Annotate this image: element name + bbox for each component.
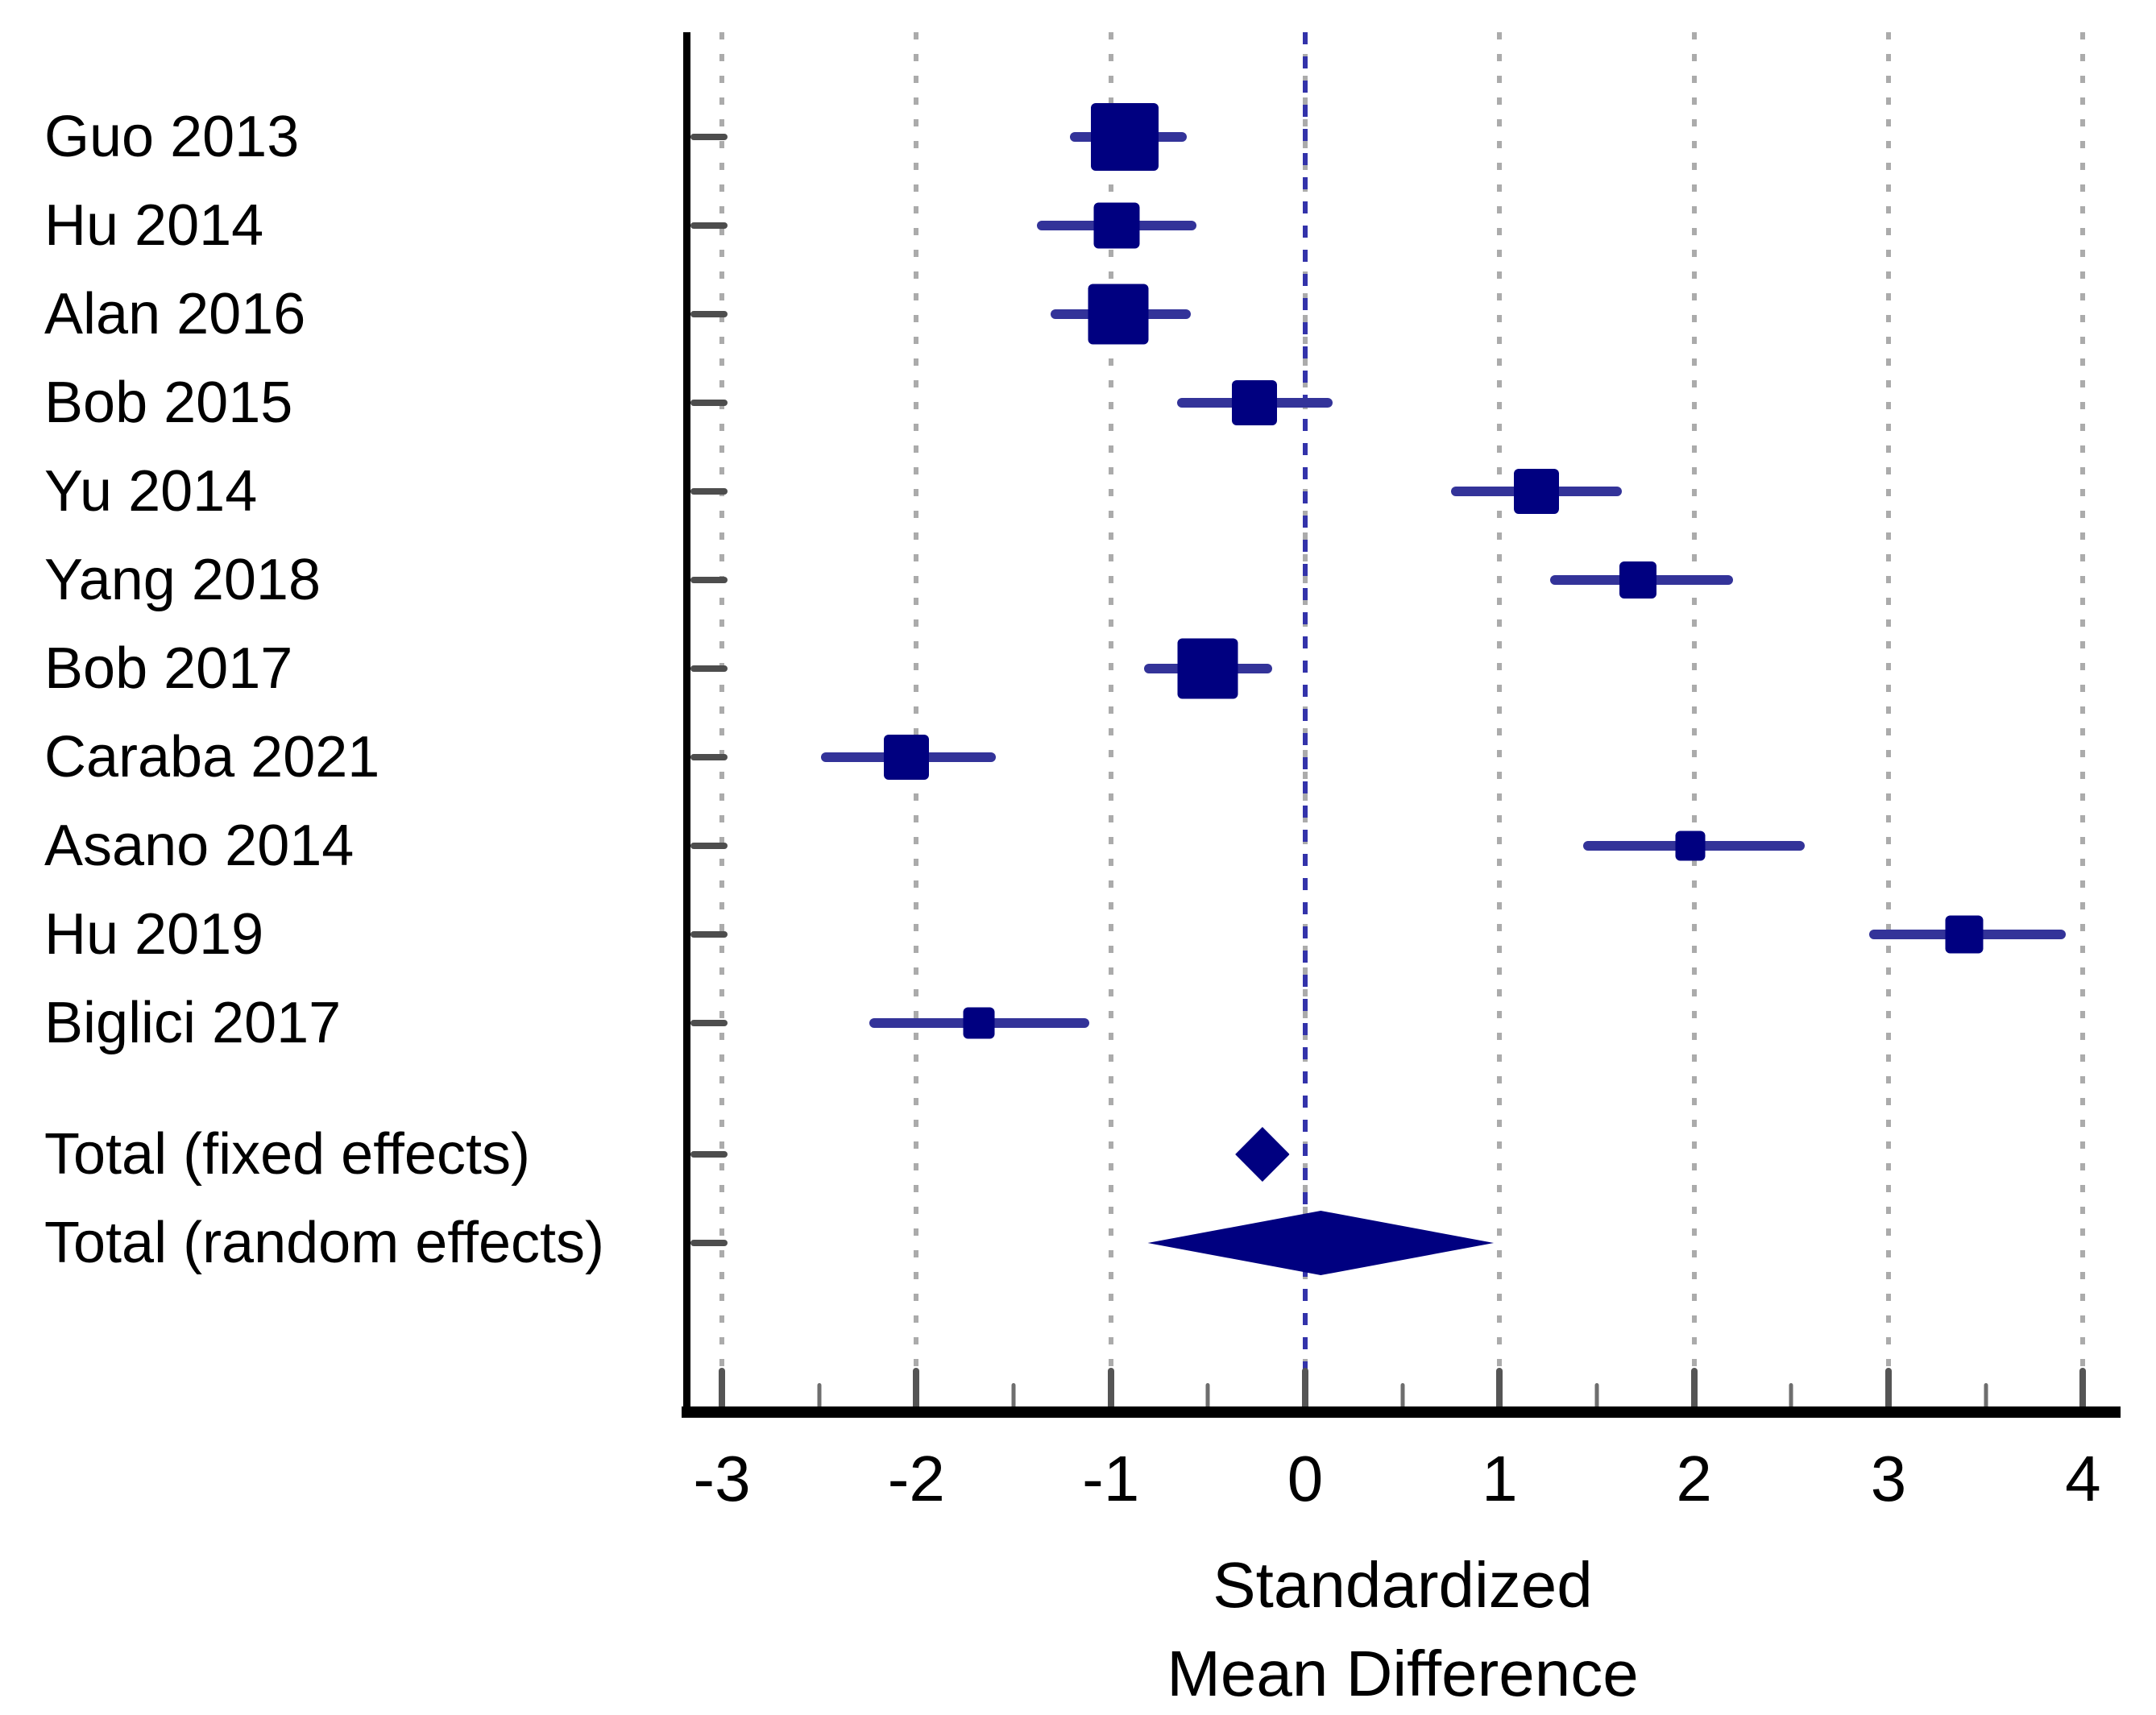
x-tick-label: 1 — [1482, 1443, 1518, 1514]
effect-square — [1088, 284, 1149, 345]
y-row-tick — [690, 931, 728, 938]
study-label: Yang 2018 — [44, 548, 321, 612]
y-axis-line — [683, 32, 690, 1415]
x-tick-label: 0 — [1287, 1443, 1324, 1514]
y-row-tick — [690, 577, 728, 583]
summary-diamond — [1235, 1127, 1290, 1182]
study-label: Total (random effects) — [44, 1211, 604, 1275]
x-major-tick — [719, 1368, 725, 1406]
study-label: Bob 2017 — [44, 636, 293, 701]
y-row-tick — [690, 1151, 728, 1158]
effect-square — [1177, 638, 1238, 699]
x-tick-label: 4 — [2065, 1443, 2101, 1514]
study-label: Alan 2016 — [44, 282, 306, 346]
effect-square — [1514, 469, 1560, 514]
gridline — [2080, 32, 2086, 1369]
x-tick-label: -2 — [887, 1443, 945, 1514]
y-row-tick — [690, 311, 728, 317]
study-label: Biglici 2017 — [44, 991, 342, 1055]
y-row-tick — [690, 488, 728, 495]
x-tick-label: 3 — [1870, 1443, 1907, 1514]
x-major-tick — [913, 1368, 920, 1406]
y-row-tick — [690, 665, 728, 672]
gridline — [1691, 32, 1697, 1369]
y-row-tick — [690, 843, 728, 849]
study-label: Bob 2015 — [44, 371, 293, 435]
effect-square — [1093, 202, 1140, 249]
y-row-tick — [690, 134, 728, 140]
gridline — [1108, 32, 1113, 1369]
x-major-tick — [1690, 1368, 1698, 1406]
effect-square — [1232, 380, 1278, 425]
x-minor-tick — [1205, 1383, 1210, 1406]
effect-square — [1675, 831, 1706, 861]
x-major-tick — [2079, 1368, 2087, 1406]
effect-square — [1945, 915, 1984, 954]
x-major-tick — [1302, 1368, 1308, 1406]
study-label: Hu 2014 — [44, 193, 264, 258]
gridline — [1497, 32, 1503, 1369]
x-minor-tick — [1011, 1383, 1016, 1406]
x-major-tick — [1107, 1368, 1114, 1406]
y-row-tick — [690, 754, 728, 760]
study-label: Hu 2019 — [44, 902, 264, 967]
y-row-tick — [690, 1240, 728, 1246]
x-minor-tick — [817, 1383, 822, 1406]
gridline — [719, 32, 724, 1369]
study-label: Total (fixed effects) — [44, 1122, 530, 1187]
x-minor-tick — [1984, 1383, 1988, 1406]
effect-square — [1619, 561, 1656, 599]
study-label: Caraba 2021 — [44, 725, 380, 789]
x-minor-tick — [1789, 1383, 1793, 1406]
y-row-tick — [690, 222, 728, 229]
x-tick-label: -3 — [693, 1443, 751, 1514]
x-major-tick — [1496, 1368, 1503, 1406]
effect-square — [963, 1007, 995, 1039]
y-row-tick — [690, 400, 728, 406]
effect-square — [1090, 103, 1159, 171]
gridline — [914, 32, 919, 1369]
study-label: Guo 2013 — [44, 105, 300, 169]
x-axis-title-line1: Standardized — [1213, 1549, 1593, 1621]
gridline — [1885, 32, 1891, 1369]
y-row-tick — [690, 1020, 728, 1026]
x-major-tick — [1884, 1368, 1892, 1406]
study-label: Yu 2014 — [44, 459, 258, 524]
x-axis-title-line2: Mean Difference — [1167, 1638, 1639, 1709]
x-axis-line — [682, 1406, 2121, 1418]
zero-reference-line — [1303, 32, 1308, 1406]
summary-diamond — [1147, 1211, 1495, 1275]
x-minor-tick — [1594, 1383, 1599, 1406]
x-tick-label: 2 — [1676, 1443, 1712, 1514]
x-minor-tick — [1400, 1383, 1405, 1406]
effect-square — [884, 735, 930, 780]
study-label: Asano 2014 — [44, 814, 354, 878]
x-tick-label: -1 — [1082, 1443, 1140, 1514]
